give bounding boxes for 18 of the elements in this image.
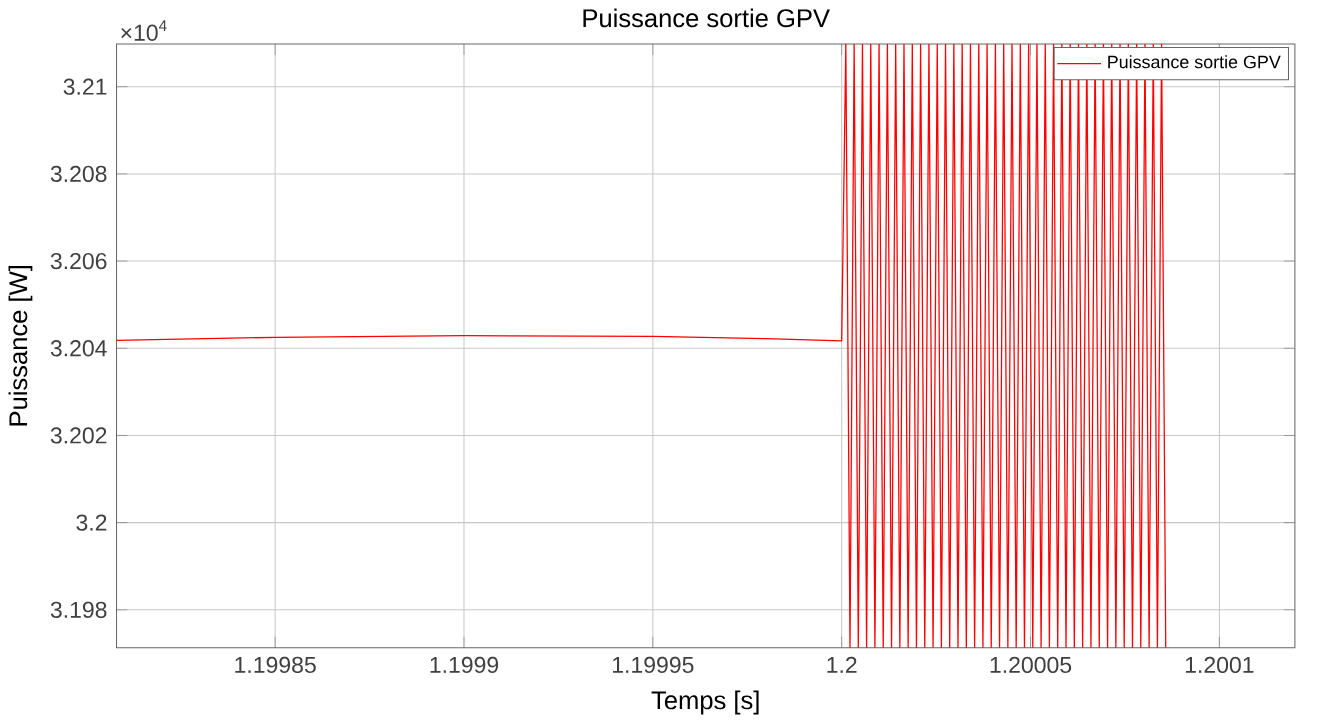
x-tick-label: 1.19985: [235, 656, 316, 674]
y-tick-label: 3.2: [76, 514, 107, 531]
y-tick-label: 3.206: [50, 253, 107, 270]
y-tick-label: 3.204: [50, 340, 107, 357]
x-tick-label: 1.2001: [1185, 656, 1254, 674]
legend-label: Puissance sortie GPV: [1108, 55, 1281, 69]
x-axis-title: Temps [s]: [651, 690, 759, 715]
x-tick-label: 1.1999: [430, 656, 499, 674]
x-tick-label: 1.2: [827, 656, 857, 673]
y-tick-label: 3.198: [50, 601, 107, 619]
y-axis-title: Puissance [W]: [8, 266, 33, 426]
x-tick-label: 1.20005: [990, 656, 1072, 674]
y-tick-label: 3.208: [50, 165, 107, 183]
y-tick-label: 3.202: [50, 427, 107, 444]
text: ×10$^{4}$: [121, 20, 167, 42]
y-tick-label: 3.21: [63, 78, 107, 95]
chart-title: Puissance sortie GPV: [583, 8, 830, 28]
x-tick-label: 1.19995: [613, 656, 694, 674]
